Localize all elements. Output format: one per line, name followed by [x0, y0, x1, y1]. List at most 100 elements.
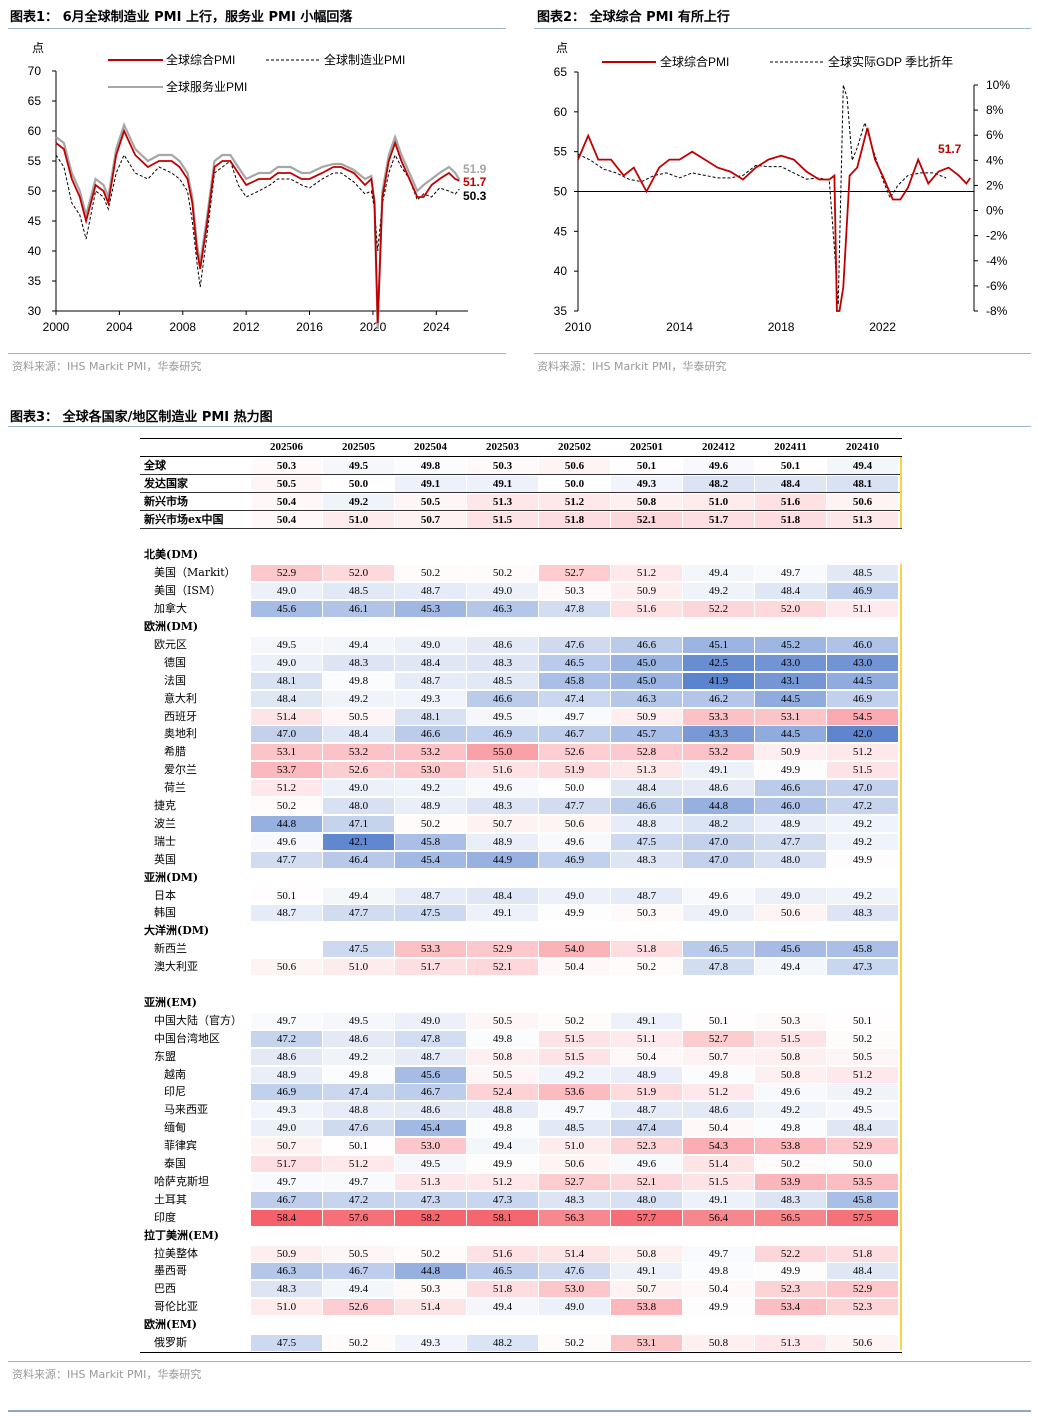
heatmap-cell: 53.2 [395, 744, 466, 761]
heatmap-cell: 46.6 [755, 780, 826, 797]
heatmap-cell: 47.6 [539, 636, 610, 653]
heatmap-column-header: 202504 [414, 441, 447, 453]
chart2-ylabel: 点 [556, 41, 568, 55]
heatmap-cell: 48.7 [251, 905, 322, 922]
heatmap-cell: 50.1 [611, 457, 682, 474]
heatmap-cell: 53.8 [755, 1138, 826, 1155]
heatmap-cell: 47.0 [251, 726, 322, 743]
heatmap-cell: 50.8 [755, 1066, 826, 1083]
heatmap-row-label: 缅甸 [164, 1121, 186, 1135]
heatmap-cell: 48.6 [323, 1030, 394, 1047]
heatmap-cell: 50.5 [323, 1245, 394, 1262]
heatmap-cell: 49.0 [755, 887, 826, 904]
heatmap-cell: 49.1 [683, 1191, 754, 1208]
heatmap-cell: 49.5 [467, 708, 538, 725]
chart1-end-label: 51.7 [463, 175, 487, 189]
heatmap-cell: 47.7 [323, 905, 394, 922]
heatmap-header-line [140, 455, 902, 457]
heatmap-cell: 53.0 [395, 1138, 466, 1155]
heatmap-cell: 52.8 [611, 744, 682, 761]
heatmap-cell: 49.1 [611, 1263, 682, 1280]
heatmap-cell: 49.2 [827, 815, 898, 832]
heatmap-row-label: 东盟 [154, 1049, 176, 1063]
heatmap-cell: 46.0 [827, 636, 898, 653]
heatmap-cell: 42.0 [827, 726, 898, 743]
heatmap-cell: 47.7 [539, 798, 610, 814]
heatmap-cell: 52.4 [467, 1084, 538, 1101]
heatmap-cell: 46.5 [539, 654, 610, 671]
heatmap-row-line [140, 492, 902, 494]
heatmap-row: 加拿大 45.6 46.1 45.3 46.3 47.8 51.6 52.2 52.0 51.1 [140, 600, 902, 618]
heatmap-cell: 54.5 [827, 708, 898, 725]
heatmap-cell: 50.9 [251, 1245, 322, 1262]
heatmap-cell: 52.7 [539, 1173, 610, 1190]
heatmap-cell: 50.8 [611, 1245, 682, 1262]
heatmap-row: 菲律宾 50.7 50.1 53.0 49.4 51.0 52.3 54.3 53.8 52.9 [140, 1137, 902, 1155]
chart1-xtick-label: 2004 [106, 320, 133, 334]
heatmap-cell: 48.1 [251, 672, 322, 689]
heatmap-cell: 52.6 [323, 1299, 394, 1316]
heatmap-cell: 48.3 [467, 654, 538, 671]
heatmap-cell: 50.6 [251, 959, 322, 976]
heatmap-cell: 49.7 [251, 1012, 322, 1029]
fig2-top-rule [534, 28, 1031, 29]
heatmap-cell: 51.0 [683, 493, 754, 510]
heatmap-cell: 49.1 [683, 762, 754, 779]
heatmap-row: 澳大利亚 50.6 51.0 51.7 52.1 50.4 50.2 47.8 49.4 47.3 [140, 958, 902, 976]
heatmap-cell: 46.6 [611, 636, 682, 653]
chart1-legend-label: 全球服务业PMI [166, 79, 247, 94]
heatmap-cell: 48.3 [251, 1281, 322, 1298]
heatmap-cell: 49.4 [755, 959, 826, 976]
heatmap-row: 西班牙 51.4 50.5 48.1 49.5 49.7 50.9 53.3 53.1 54.5 [140, 708, 902, 726]
heatmap-cell: 45.6 [395, 1066, 466, 1083]
heatmap-row: 发达国家 50.5 50.0 49.1 49.1 50.0 49.3 48.2 48.4 48.1 [140, 475, 902, 494]
chart2-ytick-label: 40 [554, 264, 568, 278]
heatmap-cell: 47.4 [611, 1120, 682, 1137]
heatmap-cell: 49.8 [683, 1263, 754, 1280]
chart1-xtick-label: 2020 [360, 320, 387, 334]
heatmap-row: 捷克 50.2 48.0 48.9 48.3 47.7 46.6 44.8 46.0 47.2 [140, 797, 902, 815]
heatmap-cell: 49.6 [755, 1084, 826, 1101]
heatmap-row: 哥伦比亚 51.0 52.6 51.4 49.4 49.0 53.8 49.9 53.4 52.3 [140, 1298, 902, 1316]
heatmap-row: 奥地利 47.0 48.4 46.6 46.9 46.7 45.7 43.3 44.5 42.0 [140, 725, 902, 743]
heatmap-cell: 50.5 [251, 475, 322, 492]
heatmap-cell: 50.0 [827, 1156, 898, 1172]
heatmap-cell: 58.2 [395, 1209, 466, 1226]
heatmap-cell: 50.4 [251, 511, 322, 528]
heatmap-row-label: 拉美整体 [154, 1246, 198, 1260]
heatmap-cell: 42.5 [683, 654, 754, 671]
chart2-legend-label: 全球实际GDP 季比折年 [828, 54, 953, 69]
heatmap-cell: 50.1 [827, 1012, 898, 1029]
heatmap-cell: 55.0 [467, 744, 538, 761]
heatmap-spacer-row [140, 529, 902, 547]
heatmap-cell: 46.3 [611, 690, 682, 707]
chart2-series-line [577, 84, 947, 305]
heatmap-cell: 45.2 [755, 636, 826, 653]
chart2-y2tick-label: -8% [986, 304, 1008, 318]
heatmap-cell: 51.7 [683, 511, 754, 528]
heatmap-cell: 50.5 [827, 1048, 898, 1065]
chart2-y2tick-label: -2% [986, 229, 1008, 243]
heatmap-cell: 48.5 [323, 583, 394, 600]
heatmap-cell: 49.7 [683, 1245, 754, 1262]
heatmap-table: 202506 202505 202504 202503 202502 202501 2024… [140, 438, 902, 1353]
heatmap-row-label: 荷兰 [164, 781, 186, 795]
heatmap-cell: 50.3 [251, 457, 322, 474]
heatmap-cell: 49.2 [827, 887, 898, 904]
chart2-y2tick-label: -4% [986, 254, 1008, 268]
heatmap-cell: 49.6 [467, 780, 538, 797]
fig1-title: 图表1： 6月全球制造业 PMI 上行，服务业 PMI 小幅回落 [10, 10, 353, 25]
chart1-xtick-label: 2000 [43, 320, 70, 334]
heatmap-cell: 49.5 [251, 636, 322, 653]
heatmap-cell: 49.0 [251, 654, 322, 671]
heatmap-cell: 49.3 [395, 1335, 466, 1351]
heatmap-cell: 50.6 [539, 457, 610, 474]
heatmap-cell: 52.3 [611, 1138, 682, 1155]
heatmap-cell: 49.3 [611, 475, 682, 492]
heatmap-top-line [140, 438, 902, 439]
heatmap-cell: 46.9 [467, 726, 538, 743]
chart2-y2tick-label: -6% [986, 279, 1008, 293]
heatmap-cell: 52.6 [539, 744, 610, 761]
chart2-legend-label: 全球综合PMI [660, 54, 729, 69]
heatmap-row: 拉美整体 50.9 50.5 50.2 51.6 51.4 50.8 49.7 52.2 51.8 [140, 1245, 902, 1263]
